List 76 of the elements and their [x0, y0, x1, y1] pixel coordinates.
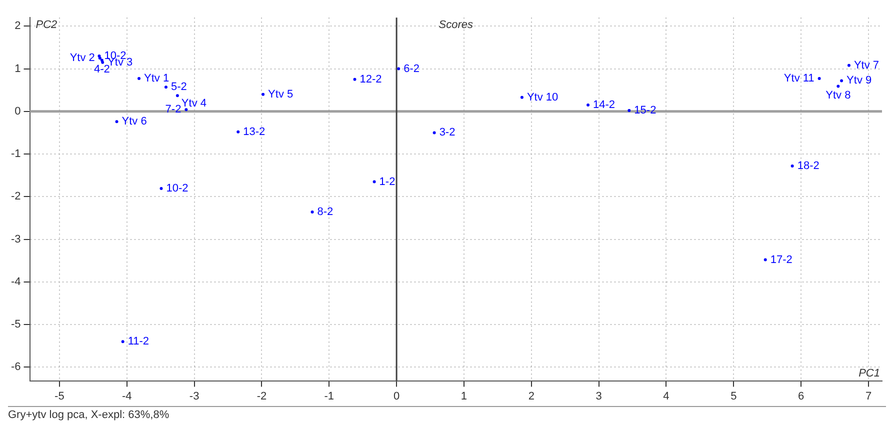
x-tick-label: 5: [730, 390, 737, 402]
point: [764, 258, 767, 262]
point: [353, 78, 356, 81]
x-tick-label: 3: [596, 390, 602, 402]
series-label: Ytv 9: [846, 74, 872, 87]
series-label: 11-2: [128, 336, 150, 348]
point: [160, 187, 163, 190]
point: [262, 92, 265, 96]
point: [847, 64, 850, 67]
series-label: Ytv 2: [70, 52, 95, 64]
x-tick-label: 6: [798, 390, 804, 402]
series-label: 14-2: [593, 99, 616, 112]
series-label: 18-2: [797, 160, 820, 172]
point: [115, 120, 118, 124]
series-label: Ytv 6: [122, 116, 147, 128]
point: [628, 109, 631, 112]
series-label: Ytv 10: [526, 91, 558, 104]
y-tick-label: 1: [14, 62, 21, 75]
x-axis-title: PC1: [858, 367, 880, 380]
point: [520, 96, 524, 99]
series-label: 1-2: [379, 176, 396, 188]
y-axis-title: PC2: [36, 19, 58, 32]
x-tick-label: -1: [324, 390, 334, 402]
point: [397, 67, 400, 70]
series-label: Ytv 5: [268, 88, 294, 100]
series-label: 3-2: [439, 126, 456, 139]
series-label: 12-2: [360, 73, 382, 86]
x-tick-label: 0: [393, 390, 400, 402]
y-tick-label: -6: [11, 361, 21, 374]
point: [176, 94, 179, 98]
series-label: Ytv 8: [826, 89, 851, 102]
y-tick-label: -5: [11, 318, 21, 331]
point: [432, 131, 436, 134]
series-label: 10-2: [166, 182, 188, 195]
series-label: 15-2: [634, 104, 656, 117]
point: [121, 340, 124, 344]
x-tick-label: 4: [663, 390, 670, 402]
x-tick-label: -4: [122, 390, 132, 402]
point: [98, 54, 101, 58]
x-tick-label: 2: [528, 390, 534, 402]
x-tick-label: 7: [865, 390, 872, 402]
y-tick-label: -4: [11, 276, 21, 288]
series-label: 13-2: [243, 126, 266, 138]
point: [184, 108, 188, 112]
point: [818, 77, 821, 80]
y-tick-label: 0: [14, 105, 21, 118]
series-label: 5-2: [170, 81, 187, 94]
y-tick-label: -3: [11, 233, 21, 246]
x-tick-label: -2: [256, 390, 267, 402]
x-tick-label: 1: [460, 390, 468, 402]
series-label: 8-2: [317, 206, 334, 218]
series-label: Ytv 7: [854, 59, 880, 72]
series-label: 4-2: [94, 63, 110, 76]
point: [586, 103, 590, 106]
point: [101, 60, 104, 64]
y-tick-label: 2: [14, 20, 21, 32]
point: [236, 130, 240, 134]
point: [840, 79, 844, 82]
point: [164, 86, 168, 89]
x-tick-label: -3: [189, 390, 200, 402]
series-label: 7-2: [165, 104, 182, 116]
series-label: 6-2: [404, 62, 420, 75]
series-label: Ytv 4: [181, 98, 207, 110]
text: Gry+ytv log pca, X-expl: 63%,8%: [8, 406, 886, 421]
y-tick-label: -1: [11, 148, 21, 160]
series-label: 17-2: [770, 254, 792, 266]
point: [310, 210, 314, 214]
series-label: Ytv 1: [144, 72, 170, 85]
series-label: Ytv 11: [784, 72, 814, 85]
x-tick-label: -5: [54, 390, 64, 402]
chart-title: Scores: [438, 19, 474, 32]
y-tick-label: -2: [11, 190, 21, 203]
point: [836, 84, 840, 88]
point: [790, 164, 794, 168]
point: [372, 180, 376, 184]
point: [138, 77, 141, 80]
